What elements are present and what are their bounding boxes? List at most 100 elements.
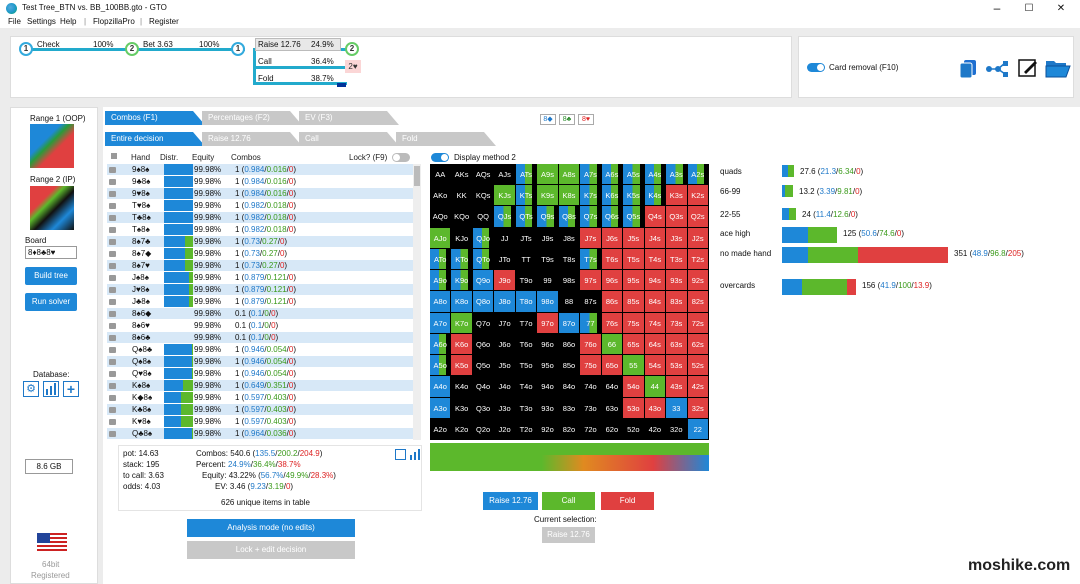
matrix-cell[interactable]: T8s (558, 248, 581, 271)
matrix-cell[interactable]: KK (451, 185, 473, 207)
fold-action-button[interactable]: Fold (601, 492, 654, 510)
matrix-cell[interactable]: QTs (515, 206, 538, 228)
matrix-cell[interactable]: K8s (558, 185, 581, 207)
matrix-cell[interactable]: 63o (601, 397, 624, 419)
matrix-cell[interactable]: K4o (451, 376, 473, 398)
matrix-cell[interactable]: J9s (537, 227, 559, 249)
matrix-cell[interactable]: K3o (451, 397, 473, 419)
tree-action-fold[interactable]: Fold (258, 74, 274, 83)
export-icon[interactable] (395, 449, 406, 460)
lock-icon[interactable] (109, 239, 116, 245)
tree-structure-icon[interactable] (985, 59, 1009, 79)
mini-chart-icon[interactable] (409, 449, 421, 460)
analysis-mode-button[interactable]: Analysis mode (no edits) (187, 519, 355, 537)
matrix-cell[interactable]: QQ (472, 206, 495, 228)
matrix-cell[interactable]: 62s (687, 333, 709, 356)
matrix-cell[interactable]: 64s (644, 333, 667, 356)
build-tree-button[interactable]: Build tree (25, 267, 77, 285)
matrix-cell[interactable]: JJ (494, 227, 516, 249)
matrix-cell[interactable]: AKo (430, 185, 452, 207)
matrix-cell[interactable]: J2s (687, 227, 709, 249)
table-row[interactable]: J♥8♠ 99.98% 1 (0.879/0.121/0) (107, 284, 419, 295)
matrix-cell[interactable]: 77 (580, 312, 602, 334)
matrix-cell[interactable]: 22 (687, 418, 709, 440)
matrix-cell[interactable]: 73o (580, 397, 602, 419)
table-row[interactable]: J♠8♠ 99.98% 1 (0.879/0.121/0) (107, 272, 419, 283)
gear-icon[interactable]: ⚙ (23, 381, 39, 397)
table-row[interactable]: T♠8♠ 99.98% 1 (0.982/0.018/0) (107, 224, 419, 235)
matrix-cell[interactable]: 72s (687, 312, 709, 334)
matrix-cell[interactable]: 43s (666, 376, 688, 398)
matrix-cell[interactable]: TT (515, 248, 538, 271)
table-row[interactable]: T♣8♠ 99.98% 1 (0.982/0.018/0) (107, 212, 419, 223)
menu-flopzillapro[interactable]: FlopzillaPro (93, 17, 135, 26)
matrix-cell[interactable]: T7s (580, 248, 602, 271)
table-scrollbar[interactable] (413, 164, 421, 440)
raise-action-button[interactable]: Raise 12.76 (483, 492, 538, 510)
plus-icon[interactable]: + (63, 381, 79, 397)
matrix-cell[interactable]: Q2o (472, 418, 495, 440)
matrix-cell[interactable]: K4s (644, 185, 667, 207)
matrix-cell[interactable]: T3s (666, 248, 688, 271)
table-row[interactable]: Q♣8♠ 99.98% 1 (0.964/0.036/0) (107, 428, 419, 439)
matrix-cell[interactable]: A8s (558, 164, 581, 186)
matrix-cell[interactable]: A6o (430, 333, 452, 356)
tree-node-oop[interactable]: 1 (19, 42, 33, 56)
matrix-cell[interactable]: K8o (451, 291, 473, 313)
matrix-cell[interactable]: A4o (430, 376, 452, 398)
matrix-cell[interactable]: Q6s (601, 206, 624, 228)
matrix-cell[interactable]: J7o (494, 312, 516, 334)
matrix-cell[interactable]: T7o (515, 312, 538, 334)
matrix-cell[interactable]: 65s (623, 333, 645, 356)
lock-icon[interactable] (109, 179, 116, 185)
matrix-cell[interactable]: J4o (494, 376, 516, 398)
strategy-matrix[interactable]: AA AKs AQs AJs ATs A9s A8s A7s A6s A5s A4s A3s A2s AK… (430, 164, 709, 440)
matrix-cell[interactable]: JTs (515, 227, 538, 249)
open-folder-icon[interactable] (1045, 58, 1071, 78)
lock-icon[interactable] (109, 335, 116, 341)
table-row[interactable]: T♥8♠ 99.98% 1 (0.982/0.018/0) (107, 200, 419, 211)
matrix-cell[interactable]: 62o (601, 418, 624, 440)
minimize-button[interactable]: – (993, 1, 1001, 15)
matrix-cell[interactable]: AQo (430, 206, 452, 228)
board-input[interactable]: 8♦8♣8♥ (25, 246, 77, 259)
matrix-cell[interactable]: Q2s (687, 206, 709, 228)
matrix-cell[interactable]: 96s (601, 270, 624, 292)
table-row[interactable]: 8♠7◆ 99.98% 1 (0.73/0.27/0) (107, 248, 419, 259)
lock-icon[interactable] (109, 311, 116, 317)
matrix-cell[interactable]: Q5o (472, 355, 495, 377)
table-row[interactable]: K♥8♠ 99.98% 1 (0.597/0.403/0) (107, 416, 419, 427)
lock-icon[interactable] (109, 407, 116, 413)
col-combos[interactable]: Combos (231, 153, 261, 162)
matrix-cell[interactable]: 54s (644, 355, 667, 377)
bar-chart-icon[interactable] (43, 381, 59, 397)
maximize-button[interactable]: ☐ (1024, 3, 1034, 14)
matrix-cell[interactable]: J4s (644, 227, 667, 249)
matrix-cell[interactable]: J8s (558, 227, 581, 249)
table-row[interactable]: 9♠8♠ 99.98% 1 (0.984/0.016/0) (107, 164, 419, 175)
matrix-cell[interactable]: K7s (580, 185, 602, 207)
matrix-cell[interactable]: A8o (430, 291, 452, 313)
lock-icon[interactable] (109, 227, 116, 233)
matrix-cell[interactable]: A2o (430, 418, 452, 440)
us-flag-icon[interactable] (37, 533, 67, 553)
table-row[interactable]: 8♠6♥ 99.98% 0.1 (0.1/0/0) (107, 320, 419, 331)
table-row[interactable]: J♣8♠ 99.98% 1 (0.879/0.121/0) (107, 296, 419, 307)
tab-ev[interactable]: EV (F3) (299, 111, 399, 125)
matrix-cell[interactable]: 97s (580, 270, 602, 292)
matrix-cell[interactable]: T4o (515, 376, 538, 398)
tree-node-ip[interactable]: 2 (125, 42, 139, 56)
tab-percentages[interactable]: Percentages (F2) (202, 111, 302, 125)
matrix-cell[interactable]: 99 (537, 270, 559, 292)
matrix-cell[interactable]: AA (430, 164, 452, 186)
lock-icon[interactable] (109, 371, 116, 377)
matrix-cell[interactable]: 82s (687, 291, 709, 313)
lock-icon[interactable] (109, 203, 116, 209)
tab-entire-decision[interactable]: Entire decision (105, 132, 205, 146)
matrix-cell[interactable]: 86s (601, 291, 624, 313)
table-row[interactable]: K♣8♠ 99.98% 1 (0.597/0.403/0) (107, 404, 419, 415)
lock-icon[interactable] (109, 419, 116, 425)
matrix-cell[interactable]: K3s (666, 185, 688, 207)
matrix-cell[interactable]: 97o (537, 312, 559, 334)
matrix-cell[interactable]: 88 (558, 291, 581, 313)
